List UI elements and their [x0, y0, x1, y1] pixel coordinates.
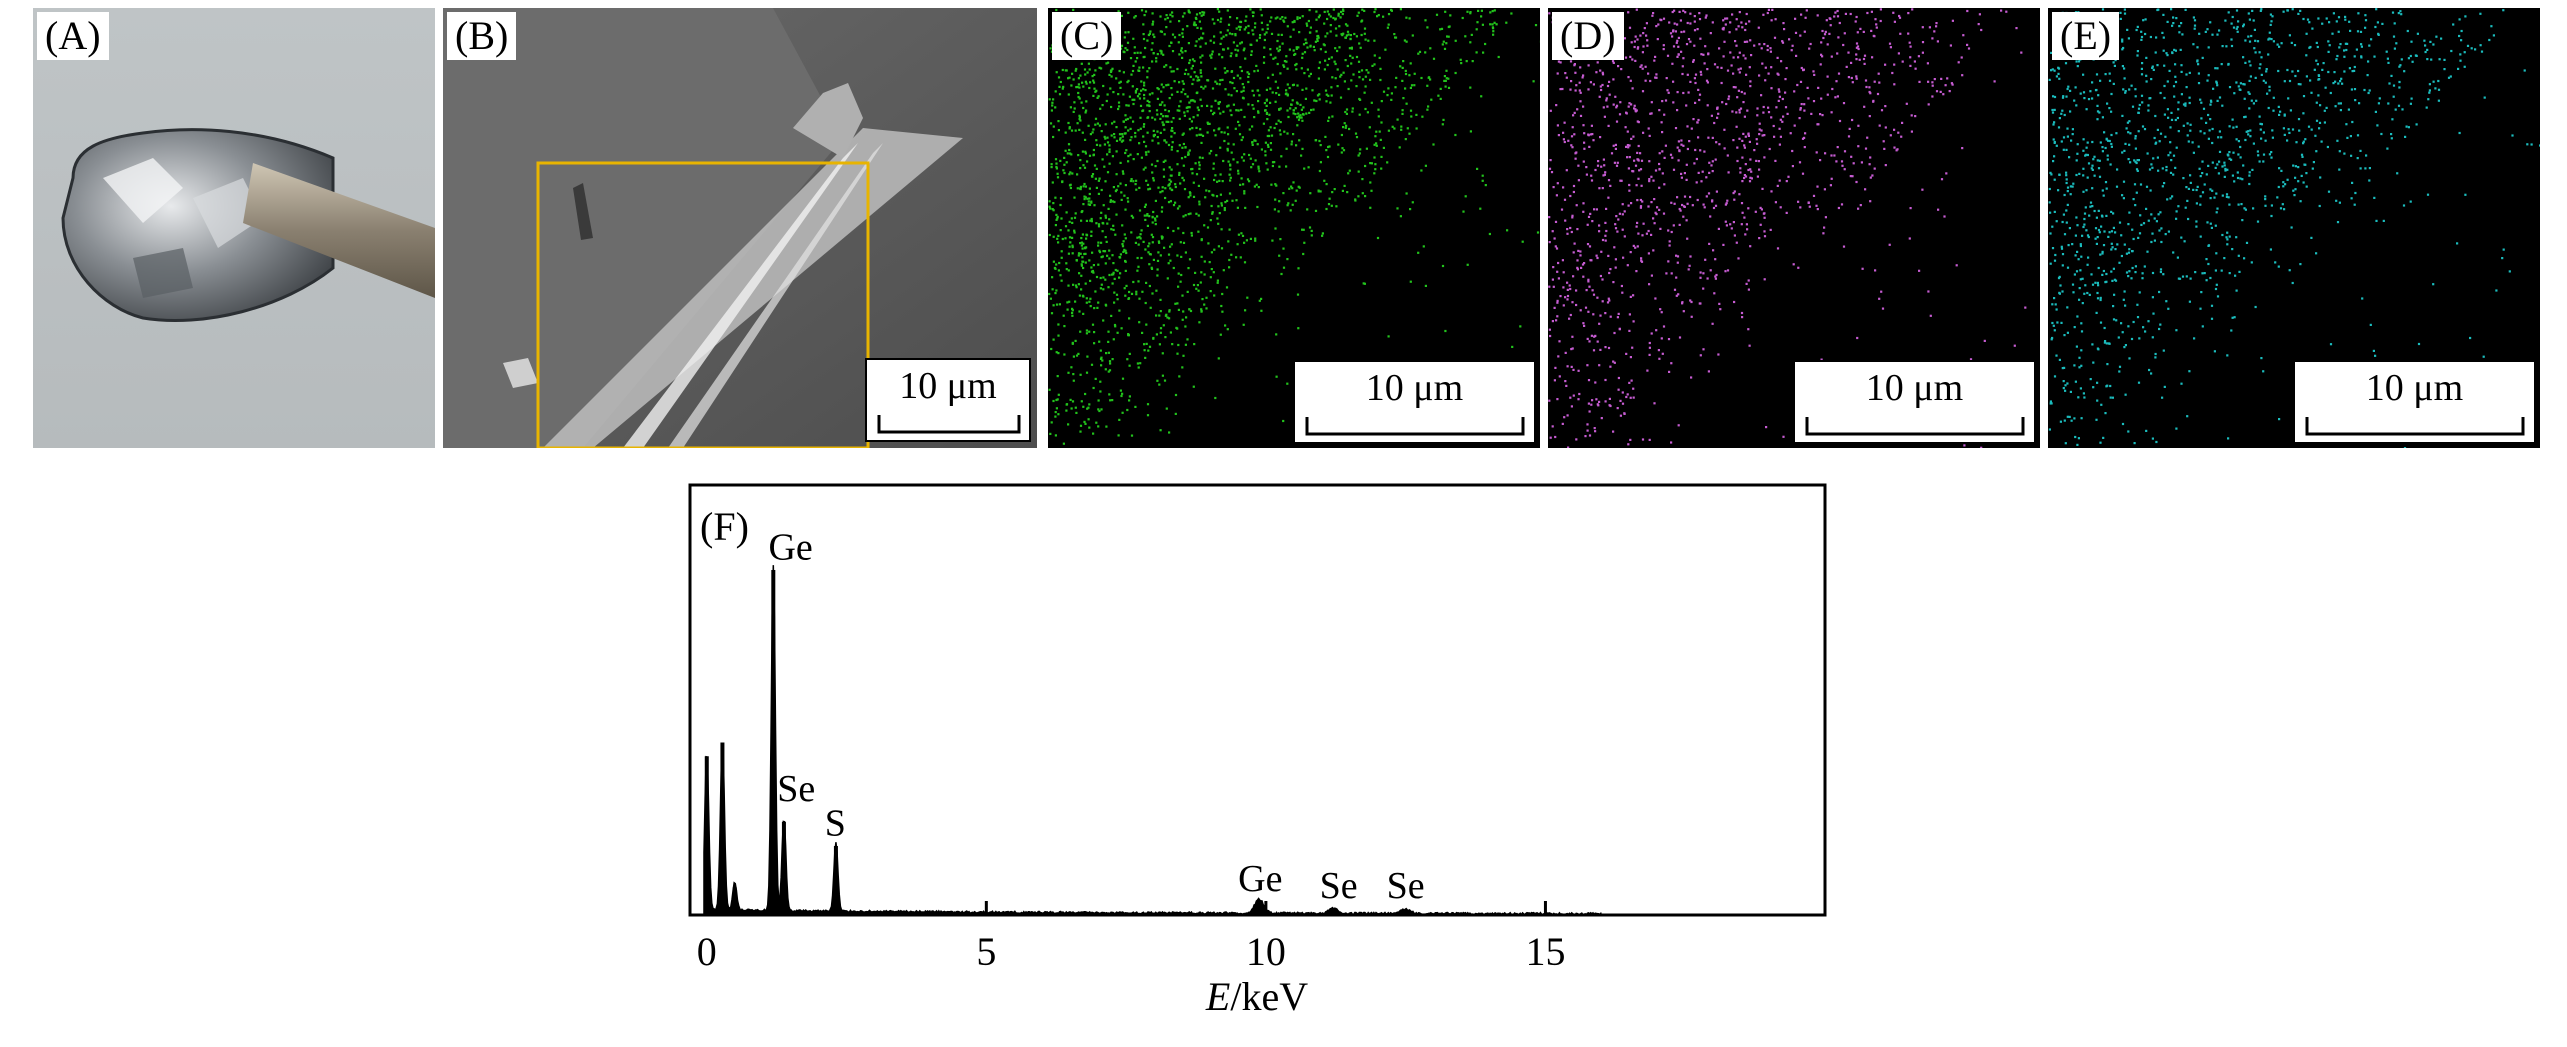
x-tick-label: 10: [1246, 929, 1286, 974]
panel-a-label: (A): [37, 12, 109, 60]
spectrum-trace: [703, 565, 1603, 916]
peak-annotation: Se: [1387, 865, 1425, 907]
panel-e-scale-text: 10 μm: [2365, 367, 2464, 409]
panel-e-label: (E): [2052, 12, 2120, 60]
peak-annotation: Ge: [768, 527, 812, 569]
panel-d-label: (D): [1552, 12, 1624, 60]
panel-f-label: (F): [700, 504, 749, 549]
panel-c-scale-text: 10 μm: [1365, 367, 1464, 409]
peak-annotation: S: [825, 803, 846, 845]
selection-box: [536, 161, 870, 448]
x-axis-label-unit: /keV: [1230, 974, 1308, 1019]
panel-c-map: (C) 10 μm: [1048, 8, 1540, 448]
x-tick-label: 0: [697, 929, 717, 974]
eds-map-magenta: [1548, 8, 2027, 448]
panel-d-scalebar: 10 μm: [1793, 360, 2036, 444]
crystal-photo-image: [33, 8, 435, 448]
peak-annotation: Se: [777, 768, 815, 810]
panel-b-scalebar: 10 μm: [865, 358, 1031, 442]
plot-frame: [688, 483, 1827, 917]
panel-b-scale-text: 10 μm: [899, 365, 997, 407]
x-tick-label: 15: [1525, 929, 1565, 974]
panel-d-map: (D) 10 μm: [1548, 8, 2040, 448]
x-tick-label: 5: [976, 929, 996, 974]
x-axis-label-symbol: E: [1205, 974, 1230, 1019]
eds-map-cyan: [2048, 8, 2540, 448]
eds-map-green: [1048, 8, 1540, 445]
panel-e-map: (E) 10 μm: [2048, 8, 2540, 448]
panel-e-scalebar: 10 μm: [2293, 360, 2536, 444]
sem-image: [443, 8, 1037, 448]
panel-b-label: (B): [447, 12, 517, 60]
panel-c-label: (C): [1052, 12, 1122, 60]
panel-c-scalebar: 10 μm: [1293, 360, 1536, 444]
panel-a-photo: (A): [33, 8, 435, 448]
x-axis-label: E/keV: [1205, 974, 1308, 1019]
peak-annotation: Ge: [1238, 858, 1282, 900]
panel-d-scale-text: 10 μm: [1865, 367, 1964, 409]
panel-b-sem: (B) 10 μm: [443, 8, 1037, 448]
peak-annotation: Se: [1320, 865, 1358, 907]
